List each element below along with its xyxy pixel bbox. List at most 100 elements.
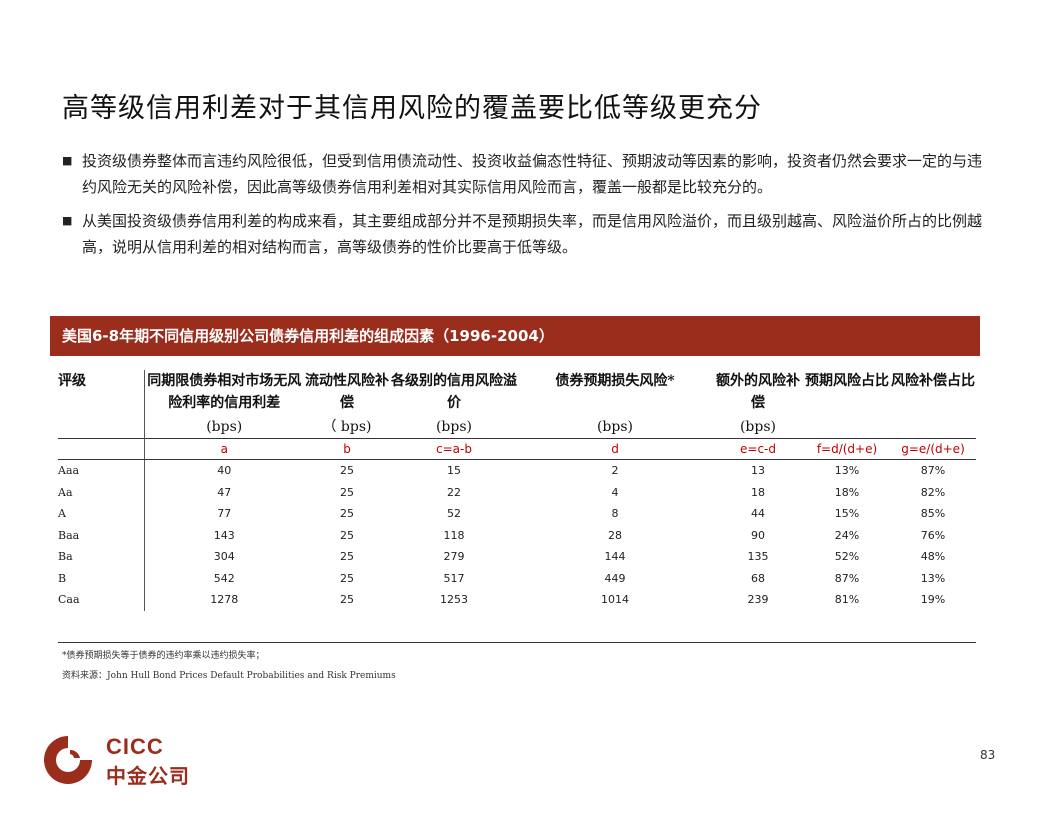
value-cell: 1253 bbox=[440, 593, 468, 607]
table-row: A 77 25 52 8 44 15% 85% bbox=[58, 503, 976, 525]
value-cell: 25 bbox=[340, 550, 354, 564]
value-cell: 40 bbox=[143, 459, 304, 482]
value-cell: 4 bbox=[611, 485, 619, 499]
unit-cell: (bps) bbox=[143, 414, 304, 439]
value-cell: 18% bbox=[834, 485, 860, 499]
value-cell: 48% bbox=[920, 550, 946, 564]
value-cell: 517 bbox=[443, 571, 465, 585]
value-cell: 25 bbox=[340, 593, 354, 607]
page-number: 83 bbox=[980, 748, 996, 762]
column-header: 债券预期损失风险* bbox=[555, 373, 675, 389]
value-cell: 15 bbox=[447, 464, 461, 478]
value-cell: 24% bbox=[834, 528, 860, 542]
value-cell: 25 bbox=[340, 485, 354, 499]
table-row: Caa 1278 25 1253 1014 239 81% 19% bbox=[58, 589, 976, 611]
formula-cell: a bbox=[143, 438, 304, 460]
value-cell: 52% bbox=[834, 550, 860, 564]
value-cell: 15% bbox=[834, 507, 860, 521]
source-note: 资料来源：John Hull Bond Prices Default Proba… bbox=[62, 671, 396, 681]
value-cell: 143 bbox=[143, 524, 304, 546]
table-row: Aaa 40 25 15 2 13 13% 87% bbox=[58, 459, 976, 482]
value-cell: 85% bbox=[920, 507, 946, 521]
bullet-item: ■ 投资级债券整体而言违约风险很低，但受到信用债流动性、投资收益偏态性特征、预期… bbox=[62, 148, 992, 200]
rating-cell: Ba bbox=[58, 550, 73, 564]
page-title: 高等级信用利差对于其信用风险的覆盖要比低等级更充分 bbox=[62, 93, 762, 124]
value-cell: 135 bbox=[747, 550, 769, 564]
value-cell: 82% bbox=[920, 485, 946, 499]
value-cell: 279 bbox=[443, 550, 465, 564]
square-bullet-icon: ■ bbox=[62, 214, 73, 227]
column-header: 同期限债券相对市场无风险利率的信用利差 bbox=[143, 370, 304, 414]
value-cell: 68 bbox=[751, 571, 765, 585]
value-cell: 76% bbox=[920, 528, 946, 542]
value-cell: 304 bbox=[143, 546, 304, 568]
value-cell: 1014 bbox=[601, 593, 629, 607]
value-cell: 118 bbox=[443, 528, 465, 542]
column-header: 流动性风险补偿 bbox=[305, 373, 389, 411]
rating-cell: A bbox=[58, 507, 66, 521]
value-cell: 13% bbox=[920, 571, 946, 585]
unit-cell bbox=[58, 414, 144, 439]
credit-spread-table: 评级 同期限债券相对市场无风险利率的信用利差 流动性风险补偿 各级别的信用风险溢… bbox=[58, 370, 976, 611]
table-row: B 542 25 517 449 68 87% 13% bbox=[58, 567, 976, 589]
value-cell: 77 bbox=[143, 503, 304, 525]
value-cell: 28 bbox=[608, 528, 622, 542]
value-cell: 2 bbox=[611, 464, 619, 478]
table-row: Baa 143 25 118 28 90 24% 76% bbox=[58, 524, 976, 546]
value-cell: 87% bbox=[920, 464, 946, 478]
unit-cell: （ bps) bbox=[322, 419, 372, 435]
formula-cell: f=d/(d+e) bbox=[804, 438, 890, 460]
value-cell: 47 bbox=[143, 481, 304, 503]
value-cell: 449 bbox=[604, 571, 626, 585]
value-cell: 542 bbox=[143, 567, 304, 589]
cicc-logo-icon bbox=[44, 736, 92, 784]
value-cell: 1278 bbox=[143, 589, 304, 611]
bullet-item: ■ 从美国投资级债券信用利差的构成来看，其主要组成部分并不是预期损失率，而是信用… bbox=[62, 208, 992, 260]
value-cell: 19% bbox=[920, 593, 946, 607]
unit-cell bbox=[890, 414, 976, 439]
table-row: Ba 304 25 279 144 135 52% 48% bbox=[58, 546, 976, 568]
column-header: 预期风险占比 bbox=[805, 373, 889, 389]
value-cell: 18 bbox=[751, 485, 765, 499]
value-cell: 144 bbox=[604, 550, 626, 564]
table-header-row: 评级 同期限债券相对市场无风险利率的信用利差 流动性风险补偿 各级别的信用风险溢… bbox=[58, 370, 976, 414]
bullet-text: 投资级债券整体而言违约风险很低，但受到信用债流动性、投资收益偏态性特征、预期波动… bbox=[82, 152, 983, 196]
value-cell: 90 bbox=[751, 528, 765, 542]
value-cell: 52 bbox=[447, 507, 461, 521]
table-bottom-rule bbox=[58, 642, 976, 643]
table-units-row: (bps) （ bps) (bps) (bps) (bps) bbox=[58, 414, 976, 439]
unit-cell: (bps) bbox=[435, 419, 473, 435]
footnote: *债券预期损失等于债券的违约率乘以违约损失率； bbox=[62, 651, 265, 661]
unit-cell: (bps) bbox=[596, 419, 634, 435]
value-cell: 25 bbox=[340, 528, 354, 542]
logo-text-cn: 中金公司 bbox=[106, 764, 190, 788]
value-cell: 8 bbox=[611, 507, 619, 521]
formula-cell: d bbox=[518, 438, 712, 460]
bullet-text: 从美国投资级债券信用利差的构成来看，其主要组成部分并不是预期损失率，而是信用风险… bbox=[82, 212, 983, 256]
formula-cell: b bbox=[304, 438, 390, 460]
rating-cell: Baa bbox=[58, 528, 80, 542]
column-header: 各级别的信用风险溢价 bbox=[391, 373, 517, 411]
unit-cell bbox=[804, 414, 890, 439]
column-header: 额外的风险补偿 bbox=[716, 373, 800, 411]
unit-cell: (bps) bbox=[739, 419, 777, 435]
square-bullet-icon: ■ bbox=[62, 154, 73, 167]
formula-cell: e=c-d bbox=[712, 438, 804, 460]
rating-cell: B bbox=[58, 571, 67, 585]
table-row: Aa 47 25 22 4 18 18% 82% bbox=[58, 481, 976, 503]
value-cell: 44 bbox=[751, 507, 765, 521]
value-cell: 25 bbox=[340, 571, 354, 585]
value-cell: 81% bbox=[834, 593, 860, 607]
rating-cell: Caa bbox=[58, 593, 80, 607]
value-cell: 13 bbox=[751, 464, 765, 478]
value-cell: 25 bbox=[340, 464, 354, 478]
value-cell: 239 bbox=[747, 593, 769, 607]
logo-text-en: CICC bbox=[106, 734, 164, 759]
bullet-list: ■ 投资级债券整体而言违约风险很低，但受到信用债流动性、投资收益偏态性特征、预期… bbox=[62, 148, 992, 268]
formula-cell bbox=[58, 438, 144, 460]
formula-row: a b c=a-b d e=c-d f=d/(d+e) g=e/(d+e) bbox=[58, 438, 976, 460]
table-title-banner: 美国6-8年期不同信用级别公司债券信用利差的组成因素（1996-2004） bbox=[50, 316, 980, 356]
value-cell: 22 bbox=[447, 485, 461, 499]
column-header: 评级 bbox=[58, 373, 86, 389]
value-cell: 87% bbox=[834, 571, 860, 585]
